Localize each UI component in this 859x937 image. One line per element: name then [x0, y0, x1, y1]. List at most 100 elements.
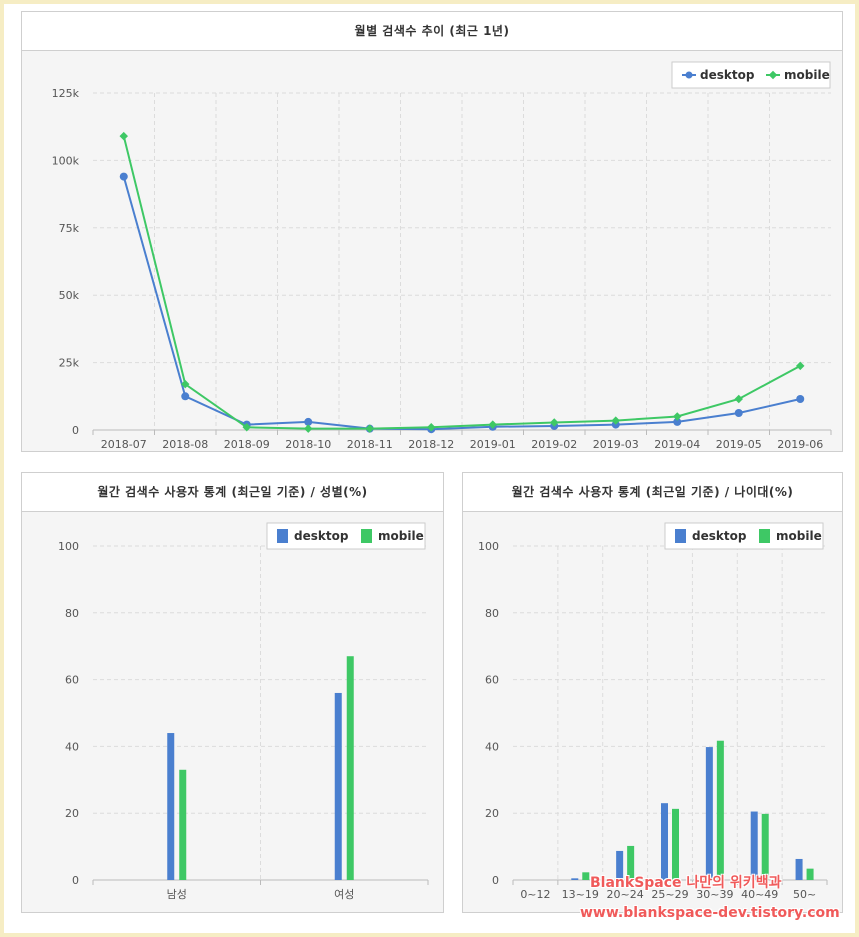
series-line-mobile — [122, 135, 801, 430]
bar-desktop — [167, 733, 175, 880]
x-tick-label: 2019-03 — [593, 438, 639, 451]
data-point-mobile — [796, 361, 805, 371]
x-tick-label: 2019-05 — [716, 438, 762, 451]
data-point-mobile — [427, 423, 436, 432]
bar-mobile — [761, 813, 769, 880]
x-tick-label: 2018-12 — [408, 438, 454, 451]
legend-swatch — [277, 529, 288, 543]
y-tick-label: 60 — [485, 674, 499, 687]
y-tick-label: 100 — [58, 540, 79, 553]
legend-label-mobile: mobile — [784, 68, 830, 82]
y-tick-label: 75k — [59, 222, 80, 235]
age-stats-title: 월간 검색수 사용자 통계 (최근일 기준) / 나이대(%) — [463, 473, 842, 512]
data-point-mobile — [550, 418, 559, 427]
bar-desktop — [795, 858, 803, 880]
y-tick-label: 125k — [52, 87, 80, 100]
legend-box — [664, 522, 824, 550]
x-tick-label: 2018-10 — [285, 438, 331, 451]
legend-label-desktop: desktop — [692, 529, 747, 543]
gender-stats-chart: 0 20 40 60 80 100 남성 여성 desktop mobile — [58, 522, 429, 901]
watermark-line-2: www.blankspace-dev.tistory.com — [580, 905, 840, 921]
x-tick-label: 2019-06 — [777, 438, 823, 451]
x-tick-label: 2018-11 — [347, 438, 393, 451]
x-tick-label: 20~24 — [607, 888, 644, 901]
monthly-trend-chart: 0 25k 50k 75k 100k 125k 2018-07 2018-08 2018-09 2… — [52, 61, 832, 451]
bar-mobile — [716, 740, 724, 880]
y-tick-label: 80 — [485, 607, 499, 620]
bar-mobile — [346, 656, 354, 880]
legend: desktop mobile — [664, 522, 824, 550]
bar-mobile — [806, 868, 814, 880]
bar-mobile — [672, 808, 679, 880]
y-tick-label: 50k — [59, 289, 80, 302]
data-point-mobile — [611, 416, 620, 425]
bar-desktop — [616, 850, 624, 880]
bar-desktop — [705, 747, 713, 880]
y-tick-label: 0 — [72, 424, 79, 437]
monthly-trend-title: 월별 검색수 추이 (최근 1년) — [22, 12, 842, 51]
data-point-desktop — [119, 172, 128, 181]
data-point-mobile — [488, 420, 497, 429]
y-tick-label: 20 — [65, 807, 79, 820]
legend-box — [266, 522, 426, 550]
monthly-trend-panel: 월별 검색수 추이 (최근 1년) 0 25k 50k 75k 100k 125k 2018… — [21, 11, 843, 452]
y-tick-label: 0 — [72, 874, 79, 887]
bar-desktop — [661, 803, 668, 880]
data-point-desktop — [796, 394, 805, 403]
x-tick-label: 2019-02 — [531, 438, 577, 451]
legend-marker — [685, 71, 693, 79]
legend-swatch — [759, 529, 770, 543]
x-tick-label: 2018-08 — [162, 438, 208, 451]
x-tick-label: 2019-01 — [470, 438, 516, 451]
legend-label-mobile: mobile — [378, 529, 424, 543]
x-tick-label: 2018-09 — [224, 438, 270, 451]
x-tick-label: 40~49 — [741, 888, 778, 901]
y-tick-label: 20 — [485, 807, 499, 820]
bar-mobile — [582, 872, 590, 880]
x-tick-label: 50~ — [793, 888, 816, 901]
legend-label-desktop: desktop — [700, 68, 755, 82]
age-stats-panel: 월간 검색수 사용자 통계 (최근일 기준) / 나이대(%) 0 20 40 60 8… — [462, 472, 843, 913]
data-point-desktop — [181, 392, 190, 401]
data-point-mobile — [181, 379, 190, 389]
x-tick-label: 여성 — [334, 888, 354, 901]
gender-stats-panel: 월간 검색수 사용자 통계 (최근일 기준) / 성별(%) 0 20 40 60 80… — [21, 472, 444, 913]
bar-desktop — [750, 811, 758, 880]
bar-desktop — [334, 692, 342, 880]
x-tick-label: 0~12 — [520, 888, 550, 901]
x-tick-label: 13~19 — [562, 888, 599, 901]
y-tick-label: 100 — [478, 540, 499, 553]
x-tick-label: 30~39 — [696, 888, 733, 901]
x-tick-label: 25~29 — [651, 888, 688, 901]
data-point-mobile — [304, 424, 313, 433]
x-tick-label: 2019-04 — [654, 438, 700, 451]
data-point-desktop — [734, 409, 743, 418]
legend-swatch — [361, 529, 372, 543]
y-tick-label: 0 — [492, 874, 499, 887]
data-point-mobile — [673, 412, 682, 421]
y-tick-label: 40 — [65, 740, 79, 753]
bar-mobile — [179, 769, 187, 880]
y-tick-label: 100k — [52, 154, 80, 167]
gender-stats-title: 월간 검색수 사용자 통계 (최근일 기준) / 성별(%) — [22, 473, 443, 512]
y-tick-label: 40 — [485, 740, 499, 753]
data-point-mobile — [365, 424, 374, 433]
y-tick-label: 25k — [59, 357, 80, 370]
legend-label-mobile: mobile — [776, 529, 822, 543]
x-tick-label: 2018-07 — [101, 438, 147, 451]
data-point-mobile — [119, 131, 128, 141]
x-tick-label: 남성 — [167, 888, 187, 901]
legend: desktop mobile — [266, 522, 426, 550]
age-stats-chart: 0 20 40 60 80 100 0~12 13~19 20~24 25~29 30~39 40~4… — [478, 522, 828, 901]
legend-swatch — [675, 529, 686, 543]
data-point-desktop — [673, 417, 682, 426]
y-tick-label: 60 — [65, 674, 79, 687]
y-tick-label: 80 — [65, 607, 79, 620]
legend-box — [671, 61, 831, 89]
data-point-desktop — [304, 417, 313, 426]
legend: desktop mobile — [671, 61, 831, 89]
bar-mobile — [627, 845, 635, 880]
legend-label-desktop: desktop — [294, 529, 349, 543]
data-point-mobile — [242, 423, 251, 432]
bar-desktop — [571, 878, 579, 880]
